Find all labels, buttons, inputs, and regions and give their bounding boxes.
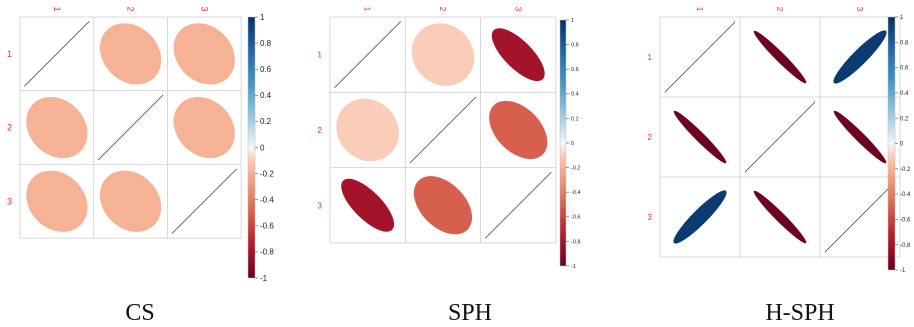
colorbar-tick-label: -0.2 — [260, 169, 274, 178]
row-label: 1 — [648, 53, 653, 62]
colorbar-tick-label: -0.4 — [571, 190, 580, 196]
column-label: 2 — [126, 6, 136, 11]
correlation-ellipse — [753, 30, 807, 84]
row-label: 2 — [7, 123, 12, 133]
correlation-ellipse — [26, 96, 88, 159]
column-label: 3 — [513, 7, 522, 12]
column-label: 2 — [438, 7, 447, 12]
colorbar-tick-label: -0.4 — [260, 196, 274, 205]
diagonal-line-mark — [824, 181, 896, 253]
colorbar-tick-label: 1 — [900, 15, 904, 21]
row-label: 2 — [648, 133, 653, 142]
correlation-ellipse — [753, 190, 807, 244]
row-label: 3 — [648, 213, 653, 222]
correlation-ellipse — [336, 98, 399, 162]
correlation-panel-cs: 1 2 3 1 2 3 1 0.8 0.6 0.4 0.2 0 -0.2 -0.4 -0.6 -0.8 -1 CS — [7, 6, 274, 326]
colorbar-tick-label: 0.4 — [900, 91, 909, 97]
diagonal-line-mark — [24, 21, 90, 87]
correlation-panel-sph: 1 2 3 1 2 3 1 0.8 0.6 0.4 0.2 0 -0.2 -0.4 -0.6 -0.8 -1 SP… — [318, 7, 581, 326]
column-label: 1 — [363, 7, 372, 12]
panel-caption: SPH — [448, 300, 492, 326]
row-label: 1 — [318, 51, 323, 60]
colorbar-tick-label: 1 — [260, 13, 265, 22]
colorbar — [560, 20, 566, 266]
colorbar-tick-label: -0.2 — [900, 167, 911, 173]
row-label: 2 — [318, 126, 323, 135]
colorbar-tick-label: -0.6 — [260, 222, 274, 231]
correlation-ellipse — [673, 190, 727, 244]
diagonal-line-mark — [171, 168, 237, 234]
column-label: 1 — [52, 6, 62, 11]
column-label: 1 — [695, 7, 704, 12]
correlation-ellipse — [173, 96, 235, 159]
correlation-ellipse — [99, 170, 162, 232]
colorbar-tick-label: 0.8 — [900, 40, 909, 46]
correlation-ellipse — [26, 170, 88, 232]
diagonal-line-mark — [334, 21, 402, 89]
colorbar-tick-label: -0.8 — [571, 239, 580, 245]
correlation-ellipse — [413, 176, 473, 235]
diagonal-line-mark — [744, 101, 816, 173]
correlation-ellipse — [99, 23, 162, 85]
colorbar-tick-label: -1 — [571, 264, 576, 270]
diagonal-line-mark — [664, 21, 736, 93]
row-label: 3 — [318, 201, 323, 210]
row-label: 1 — [7, 49, 12, 59]
correlation-ellipse — [173, 23, 235, 85]
colorbar-tick-label: -0.8 — [900, 243, 911, 249]
colorbar-tick-label: -0.8 — [260, 248, 274, 257]
correlation-ellipse — [673, 110, 727, 164]
correlation-ellipse — [833, 110, 887, 164]
colorbar-tick-label: 0.6 — [260, 65, 272, 74]
colorbar-tick-label: -1 — [260, 274, 268, 283]
diagonal-line-mark — [484, 171, 552, 239]
column-label: 3 — [855, 7, 864, 12]
correlation-ellipse — [489, 100, 548, 160]
colorbar-tick-label: -0.4 — [900, 192, 911, 198]
colorbar-tick-label: 0.4 — [260, 91, 272, 100]
correlation-panel-h-sph: 1 2 3 1 2 3 1 0.8 0.6 0.4 0.2 0 -0.2 -0.4 -0.6 -0.8 -1 H-… — [648, 7, 911, 326]
colorbar-tick-label: 0.8 — [260, 39, 272, 48]
colorbar-tick-label: 0.6 — [571, 67, 579, 73]
colorbar — [248, 17, 255, 278]
correlation-ellipse — [833, 30, 887, 84]
diagonal-line-mark — [97, 94, 164, 161]
colorbar-tick-label: 0.6 — [900, 66, 909, 72]
colorbar-tick-label: -1 — [900, 268, 906, 274]
colorbar-tick-label: 0.8 — [571, 43, 579, 49]
colorbar-tick-label: 0 — [571, 141, 574, 147]
colorbar-tick-label: -0.2 — [571, 166, 580, 172]
colorbar-tick-label: -0.6 — [900, 218, 911, 224]
correlation-ellipse — [411, 23, 475, 86]
column-label: 2 — [775, 7, 784, 12]
correlation-ellipse — [341, 178, 395, 232]
panel-caption: H-SPH — [765, 300, 834, 326]
row-label: 3 — [7, 196, 12, 206]
colorbar-tick-label: 0.2 — [571, 116, 579, 122]
diagonal-line-mark — [409, 96, 477, 164]
column-label: 3 — [199, 6, 209, 11]
colorbar-tick-label: 0.2 — [900, 116, 909, 122]
colorbar-tick-label: 0.4 — [571, 92, 579, 98]
colorbar-tick-label: -0.6 — [571, 215, 580, 221]
colorbar-tick-label: 1 — [571, 18, 574, 24]
colorbar-tick-label: 0 — [260, 143, 265, 152]
colorbar-tick-label: 0.2 — [260, 117, 272, 126]
colorbar — [888, 17, 895, 270]
panel-caption: CS — [125, 300, 154, 326]
correlation-ellipse — [491, 28, 545, 82]
colorbar-tick-label: 0 — [900, 142, 904, 148]
